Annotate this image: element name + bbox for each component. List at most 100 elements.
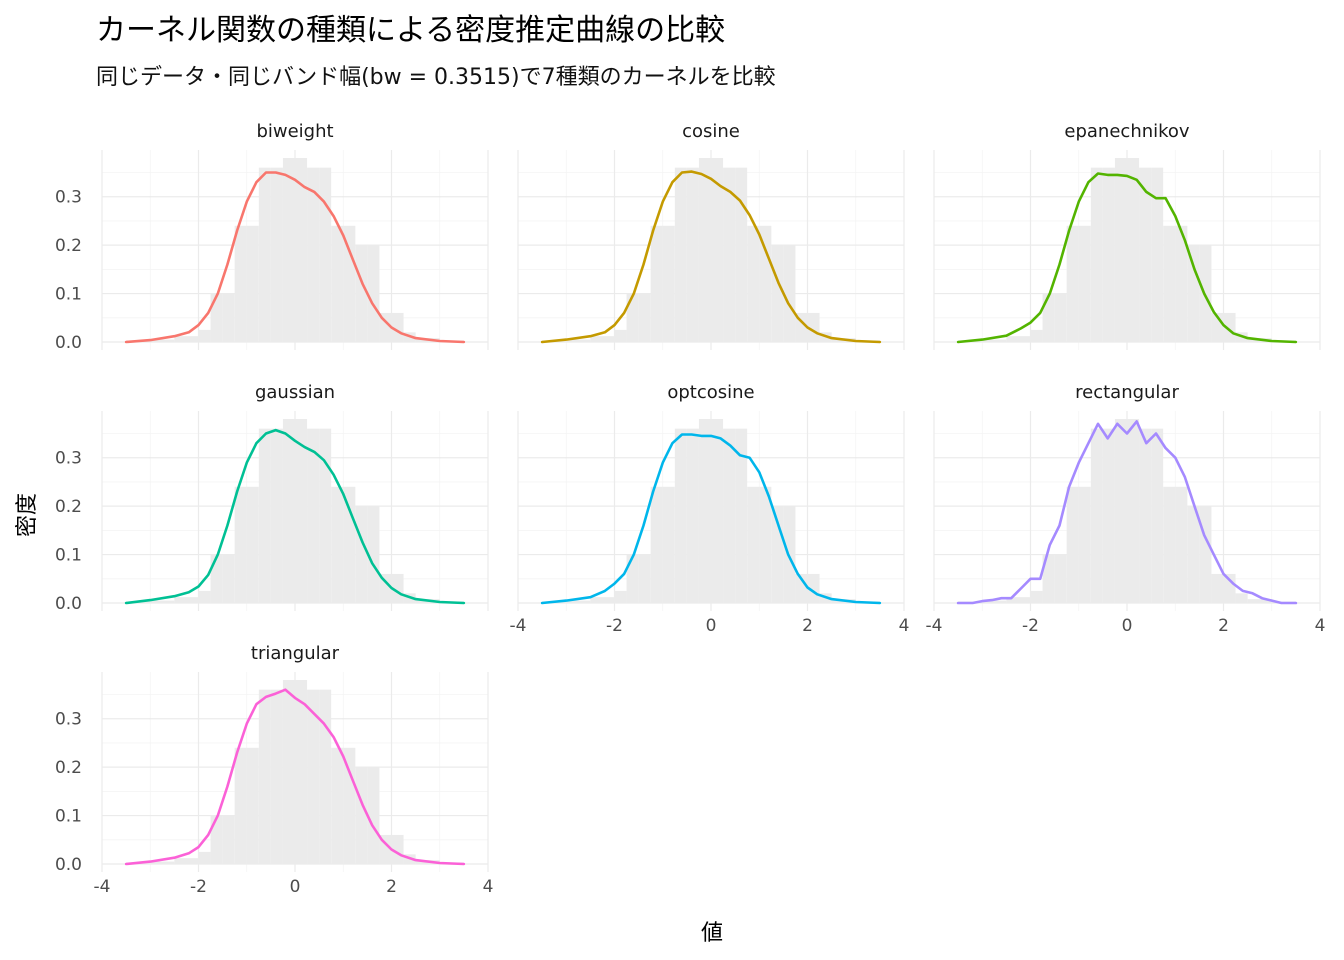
histogram-bar bbox=[650, 486, 663, 603]
histogram-bar bbox=[1066, 486, 1079, 603]
x-tick-label: 0 bbox=[1122, 616, 1133, 636]
histogram-bar bbox=[367, 245, 380, 342]
histogram-bar bbox=[174, 858, 199, 864]
histogram-bar bbox=[150, 339, 175, 342]
histogram-bar bbox=[638, 293, 651, 342]
facet-panel-gaussian: gaussian 0.0 0.1 0.2 0.3 bbox=[55, 382, 489, 614]
histogram-bar bbox=[367, 506, 380, 603]
histogram-bar bbox=[1175, 486, 1188, 603]
facet-label-gaussian: gaussian bbox=[255, 382, 335, 403]
histogram-bar bbox=[258, 689, 271, 864]
x-tick-label: 4 bbox=[483, 877, 494, 897]
histogram-bar bbox=[1151, 167, 1164, 342]
histogram-bar bbox=[295, 680, 308, 864]
histogram-bar bbox=[282, 158, 295, 342]
histogram-bar bbox=[331, 486, 344, 603]
histogram-bar bbox=[234, 747, 247, 864]
histogram-bar bbox=[1054, 554, 1067, 603]
density-line-biweight bbox=[124, 171, 466, 344]
x-tick-label: -4 bbox=[94, 877, 111, 897]
histogram-bar bbox=[626, 554, 639, 603]
histogram-bar bbox=[270, 167, 283, 342]
histogram-bar bbox=[638, 554, 651, 603]
histogram-bar bbox=[807, 312, 820, 342]
histogram-bar bbox=[759, 486, 772, 603]
density-line-rectangular bbox=[956, 420, 1298, 605]
x-tick-label: -2 bbox=[1022, 616, 1039, 636]
histogram-bar bbox=[222, 293, 235, 342]
histogram-bar bbox=[1127, 419, 1140, 603]
histogram-bar bbox=[723, 167, 736, 342]
histogram-bar bbox=[210, 815, 223, 864]
histogram-bar bbox=[747, 225, 760, 342]
histogram-bar bbox=[698, 419, 711, 603]
histogram-bar bbox=[590, 597, 615, 603]
histogram-bar bbox=[1114, 419, 1127, 603]
y-tick-label: 0.0 bbox=[55, 855, 82, 875]
histogram-bar bbox=[1006, 597, 1031, 603]
histogram-bar bbox=[198, 329, 211, 342]
x-tick-label: 2 bbox=[1218, 616, 1229, 636]
histogram-bar bbox=[282, 680, 295, 864]
histogram-bar bbox=[307, 167, 320, 342]
x-tick-label: 2 bbox=[386, 877, 397, 897]
facet-panels: biweight 0.0 0.1 0.2 0.3 cosine epanechnikov ga… bbox=[55, 121, 1325, 897]
y-tick-label: 0.3 bbox=[55, 710, 82, 730]
histogram-bar bbox=[270, 689, 283, 864]
histogram-bar bbox=[1163, 486, 1176, 603]
histogram-bar bbox=[379, 573, 392, 603]
histogram-bar bbox=[626, 293, 639, 342]
histogram-bar bbox=[1090, 428, 1103, 603]
histogram-bar bbox=[343, 747, 356, 864]
y-tick-label: 0.2 bbox=[55, 497, 82, 517]
histogram-bar bbox=[258, 167, 271, 342]
histogram-bar bbox=[319, 689, 332, 864]
density-line-epanechnikov bbox=[956, 172, 1298, 344]
histogram-bar bbox=[1114, 158, 1127, 342]
histogram-bar bbox=[566, 339, 591, 342]
facet-panel-biweight: biweight 0.0 0.1 0.2 0.3 bbox=[55, 121, 489, 353]
y-tick-label: 0.2 bbox=[55, 758, 82, 778]
histogram-bar bbox=[1175, 225, 1188, 342]
histogram-bar bbox=[210, 293, 223, 342]
histogram-bar bbox=[331, 225, 344, 342]
histogram-bar bbox=[282, 419, 295, 603]
histogram-bar bbox=[1030, 329, 1043, 342]
histogram-bar bbox=[295, 158, 308, 342]
histogram-bar bbox=[198, 851, 211, 864]
x-tick-label: 4 bbox=[899, 616, 910, 636]
histogram-bar bbox=[367, 767, 380, 864]
y-tick-label: 0.1 bbox=[55, 285, 82, 305]
density-line-gaussian bbox=[124, 428, 466, 605]
histogram-bar bbox=[150, 600, 175, 603]
x-tick-label: 2 bbox=[802, 616, 813, 636]
histogram-bar bbox=[234, 486, 247, 603]
histogram-bar bbox=[1187, 506, 1200, 603]
density-line-optcosine bbox=[540, 433, 882, 605]
facet-panel-epanechnikov: epanechnikov bbox=[933, 121, 1321, 350]
facet-panel-optcosine: optcosine -4 -2 0 2 4 bbox=[510, 382, 910, 636]
histogram-bar bbox=[270, 428, 283, 603]
histogram-bar bbox=[1211, 573, 1224, 603]
histogram-bar bbox=[723, 428, 736, 603]
histogram-bar bbox=[355, 767, 368, 864]
y-tick-label: 0.0 bbox=[55, 594, 82, 614]
facet-panel-rectangular: rectangular -4 -2 0 2 4 bbox=[926, 382, 1326, 636]
histogram-bar bbox=[1187, 245, 1200, 342]
histogram-bar bbox=[210, 554, 223, 603]
histogram-bar bbox=[319, 167, 332, 342]
histogram-bar bbox=[982, 600, 1007, 603]
x-axis-title: 値 bbox=[701, 921, 723, 946]
histogram-bar bbox=[1030, 590, 1043, 603]
histogram-bar bbox=[1042, 554, 1055, 603]
y-tick-label: 0.3 bbox=[55, 188, 82, 208]
x-tick-label: -2 bbox=[606, 616, 623, 636]
histogram-bar bbox=[1054, 293, 1067, 342]
x-tick-label: 0 bbox=[706, 616, 717, 636]
facet-panel-triangular: triangular 0.0 0.1 0.2 0.3 -4 -2 0 2 4 bbox=[55, 643, 493, 897]
histogram-bar bbox=[355, 506, 368, 603]
facet-label-biweight: biweight bbox=[256, 121, 333, 142]
histogram-bar bbox=[1066, 225, 1079, 342]
histogram-bar bbox=[1151, 428, 1164, 603]
